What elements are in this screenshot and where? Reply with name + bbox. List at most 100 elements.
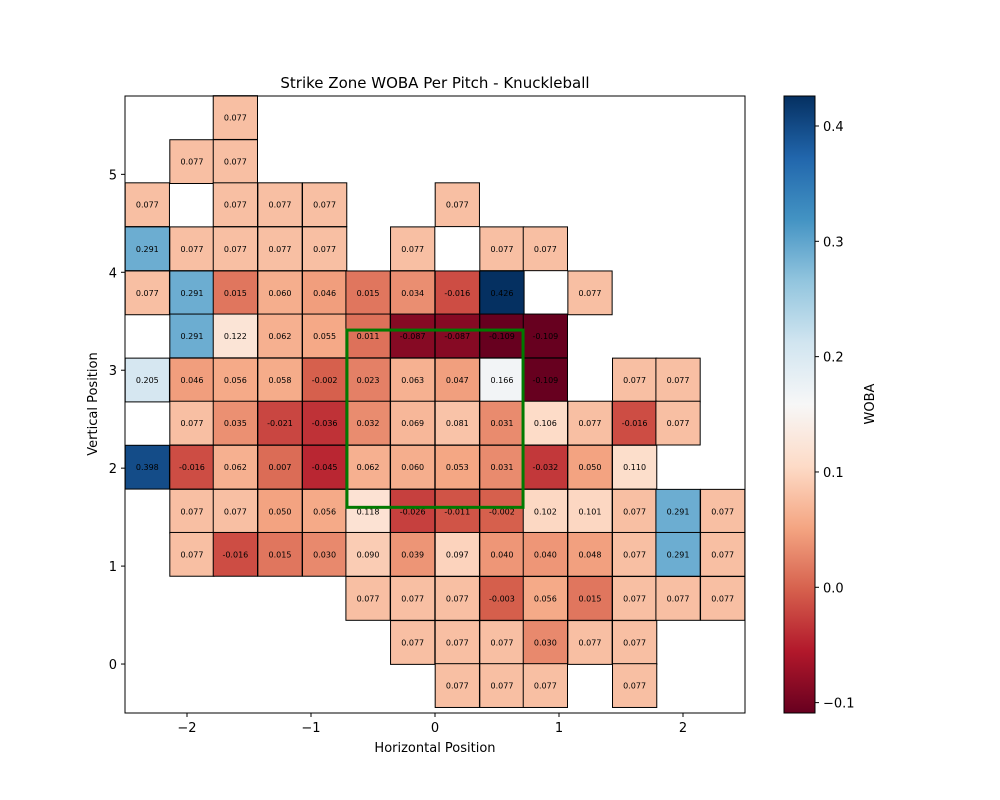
cell-value-label: 0.081 [446, 419, 469, 428]
heatmap-cell [212, 357, 258, 403]
cell-value-label: 0.015 [579, 594, 602, 603]
colorbar-tick-label: −0.1 [823, 697, 855, 712]
cell-value-label: 0.060 [269, 289, 292, 298]
heatmap-cell [345, 400, 391, 446]
heatmap-cell [257, 357, 303, 403]
heatmap-cell [169, 270, 215, 316]
heatmap-cell [434, 663, 480, 708]
cell-value-label: 0.077 [491, 245, 514, 254]
cell-value-label: -0.109 [489, 332, 515, 341]
cell-value-label: 0.077 [446, 638, 469, 647]
heatmap-cell [345, 357, 391, 403]
cell-value-label: 0.077 [667, 376, 690, 385]
cell-value-label: 0.077 [667, 594, 690, 603]
heatmap-cell [567, 270, 613, 316]
cell-value-label: 0.077 [446, 682, 469, 691]
cell-value-label: 0.056 [534, 594, 557, 603]
heatmap-cell [567, 531, 613, 577]
cell-value-label: 0.077 [667, 419, 690, 428]
y-tick-label: 1 [109, 560, 117, 575]
heatmap-cell [522, 663, 568, 708]
cell-value-label: 0.062 [269, 332, 292, 341]
colorbar-tick-label: 0.2 [823, 351, 844, 366]
cell-value-label: 0.077 [534, 682, 557, 691]
cell-value-label: 0.031 [491, 463, 514, 472]
heatmap-cell [257, 400, 303, 446]
heatmap-cell [302, 182, 348, 228]
cell-value-label: 0.015 [224, 289, 247, 298]
heatmap-cell [212, 95, 258, 140]
heatmap-cell [479, 444, 525, 490]
cell-value-label: 0.110 [623, 463, 646, 472]
y-axis-ticks: 0 1 2 3 4 5 [109, 168, 125, 673]
heatmap-cell [479, 313, 525, 359]
cell-value-label: 0.077 [181, 158, 204, 167]
cell-value-label: 0.291 [136, 245, 159, 254]
cell-value-label: 0.077 [623, 594, 646, 603]
cell-value-label: 0.426 [491, 289, 514, 298]
heatmap-cell [302, 400, 348, 446]
cell-value-label: 0.062 [357, 463, 380, 472]
cell-value-label: 0.053 [446, 463, 469, 472]
heatmap-cell [612, 663, 658, 708]
cell-value-label: 0.039 [401, 550, 424, 559]
cell-value-label: 0.035 [224, 419, 247, 428]
cell-value-label: -0.109 [532, 376, 558, 385]
cell-value-label: 0.205 [136, 376, 159, 385]
cell-value-label: 0.077 [711, 594, 734, 603]
heatmap-cell [390, 576, 436, 621]
colorbar-tick-label: 0.0 [823, 581, 844, 596]
cell-value-label: 0.166 [491, 376, 514, 385]
cell-value-label: -0.087 [400, 332, 426, 341]
cell-value-label: 0.034 [401, 289, 424, 298]
cell-value-label: 0.291 [667, 507, 690, 516]
heatmap-cell [434, 313, 480, 359]
cell-value-label: 0.062 [224, 463, 247, 472]
heatmap-cell [212, 444, 258, 490]
heatmap-cell [522, 226, 568, 272]
cell-value-label: 0.077 [224, 507, 247, 516]
x-tick-label: 0 [431, 721, 439, 736]
cell-value-label: 0.046 [181, 376, 204, 385]
cell-value-label: 0.077 [401, 638, 424, 647]
heatmap-cell [169, 313, 215, 359]
cell-value-label: 0.077 [181, 419, 204, 428]
cell-value-label: 0.077 [313, 245, 336, 254]
x-axis-ticks: −2 −1 0 1 2 [177, 713, 687, 736]
cell-value-label: 0.077 [181, 507, 204, 516]
heatmap-cell [302, 444, 348, 490]
cell-value-label: 0.015 [357, 289, 380, 298]
plot-area: 0.077 0.077 0.077 0.077 0.077 0.077 0.077 0.077… [109, 95, 746, 736]
heatmap-cell [345, 488, 391, 534]
cell-value-label: 0.058 [269, 376, 292, 385]
heatmap-cell [169, 357, 215, 403]
heatmap-cell [434, 444, 480, 490]
heatmap-cell [479, 488, 525, 534]
y-tick-label: 4 [109, 266, 117, 281]
cell-value-label: 0.101 [579, 507, 602, 516]
heatmap-cell [479, 620, 525, 665]
heatmap-cell [567, 488, 613, 534]
cell-value-label: 0.011 [357, 332, 380, 341]
cell-value-label: 0.046 [313, 289, 336, 298]
heatmap-cell [257, 444, 303, 490]
cell-value-label: 0.077 [711, 550, 734, 559]
heatmap-cell [434, 270, 480, 316]
cell-value-label: 0.077 [623, 638, 646, 647]
cell-value-label: 0.023 [357, 376, 380, 385]
cell-value-label: -0.003 [489, 594, 515, 603]
cell-value-label: 0.069 [401, 419, 424, 428]
cell-value-label: -0.045 [312, 463, 338, 472]
cell-value-label: 0.291 [667, 550, 690, 559]
heatmap-cell [302, 531, 348, 577]
heatmap-cell [212, 270, 258, 316]
x-tick-label: −2 [177, 721, 196, 736]
cell-value-label: -0.011 [444, 507, 470, 516]
strike-zone-box [345, 328, 525, 509]
heatmap-cell [212, 531, 258, 577]
heatmap-cells: 0.077 0.077 0.077 0.077 0.077 0.077 0.077 0.077… [124, 95, 746, 708]
cell-value-label: 0.007 [269, 463, 292, 472]
colorbar-tick-label: 0.1 [823, 466, 844, 481]
cell-value-label: 0.077 [579, 289, 602, 298]
heatmap-cell [390, 270, 436, 316]
